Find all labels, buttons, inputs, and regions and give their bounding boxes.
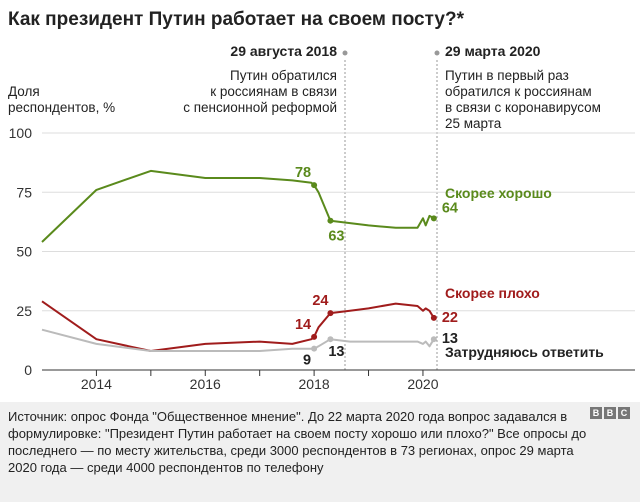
x-tick-label: 2018 — [299, 376, 330, 392]
series-line — [41, 328, 435, 352]
annotation-2020-line-1: Путин в первый раз — [445, 68, 569, 83]
data-point — [327, 336, 334, 343]
series-line — [41, 169, 435, 243]
data-point — [327, 217, 334, 224]
y-axis-label-line-2: респондентов, % — [8, 100, 115, 115]
x-tick-label: 2014 — [81, 376, 112, 392]
x-tick-labels: 2014 2016 2018 2020 — [81, 370, 439, 392]
annotation-2020-marker — [434, 50, 440, 56]
bbc-logo-letter: C — [618, 407, 630, 419]
data-label: 63 — [328, 229, 344, 245]
data-point — [311, 333, 318, 340]
series-name-label: Скорее плохо — [445, 285, 540, 301]
data-point — [311, 182, 318, 189]
series-line — [41, 300, 435, 352]
annotation-2018-line-1: Путин обратился — [230, 68, 337, 83]
y-tick-label: 25 — [16, 303, 32, 319]
annotation-2020-line-2: обратился к россиянам — [445, 84, 592, 99]
data-point — [327, 310, 334, 317]
y-tick-label: 100 — [9, 125, 33, 141]
annotation-2018-marker — [342, 50, 348, 56]
series-lines — [41, 169, 437, 352]
data-point — [430, 336, 437, 343]
data-label: 13 — [442, 331, 458, 347]
source-note: Источник: опрос Фонда "Общественное мнен… — [8, 409, 587, 475]
data-point — [430, 314, 437, 321]
data-label: 9 — [303, 353, 311, 369]
x-tick-label: 2016 — [190, 376, 221, 392]
y-tick-label: 0 — [24, 362, 32, 378]
y-tick-label: 50 — [16, 244, 32, 260]
gridlines — [42, 132, 635, 371]
data-point — [430, 215, 437, 222]
data-label: 13 — [328, 344, 344, 360]
y-tick-labels: 0 25 50 75 100 — [9, 125, 33, 378]
data-label: 64 — [442, 200, 458, 216]
annotation-2018-line-2: к россиянам в связи — [210, 84, 337, 99]
annotation-2018-line-3: с пенсионной реформой — [183, 100, 337, 115]
bbc-logo: B B C — [590, 407, 630, 419]
annotation-2020: 29 марта 2020 Путин в первый раз обратил… — [434, 43, 601, 370]
x-tick-label: 2020 — [407, 376, 438, 392]
data-label: 78 — [295, 165, 311, 181]
series-name-label: Затрудняюсь ответить — [445, 344, 604, 360]
data-label: 22 — [442, 310, 458, 326]
annotation-2018: 29 августа 2018 Путин обратился к россия… — [183, 43, 348, 370]
y-tick-label: 75 — [16, 184, 32, 200]
chart-title: Как президент Путин работает на своем по… — [8, 9, 465, 30]
annotation-2018-date: 29 августа 2018 — [230, 43, 337, 59]
annotation-2020-line-4: 25 марта — [445, 116, 502, 131]
chart: Как президент Путин работает на своем по… — [8, 9, 635, 392]
bbc-logo-letter: B — [604, 407, 616, 419]
data-point — [311, 345, 318, 352]
bbc-logo-letter: B — [590, 407, 602, 419]
annotation-2020-date: 29 марта 2020 — [445, 43, 541, 59]
data-label: 14 — [295, 317, 311, 333]
data-label: 24 — [312, 293, 328, 309]
y-axis-label-line-1: Доля — [8, 84, 40, 99]
series-name-label: Скорее хорошо — [445, 185, 552, 201]
annotation-2020-line-3: в связи с коронавирусом — [445, 100, 601, 115]
footer: Источник: опрос Фонда "Общественное мнен… — [0, 402, 640, 502]
